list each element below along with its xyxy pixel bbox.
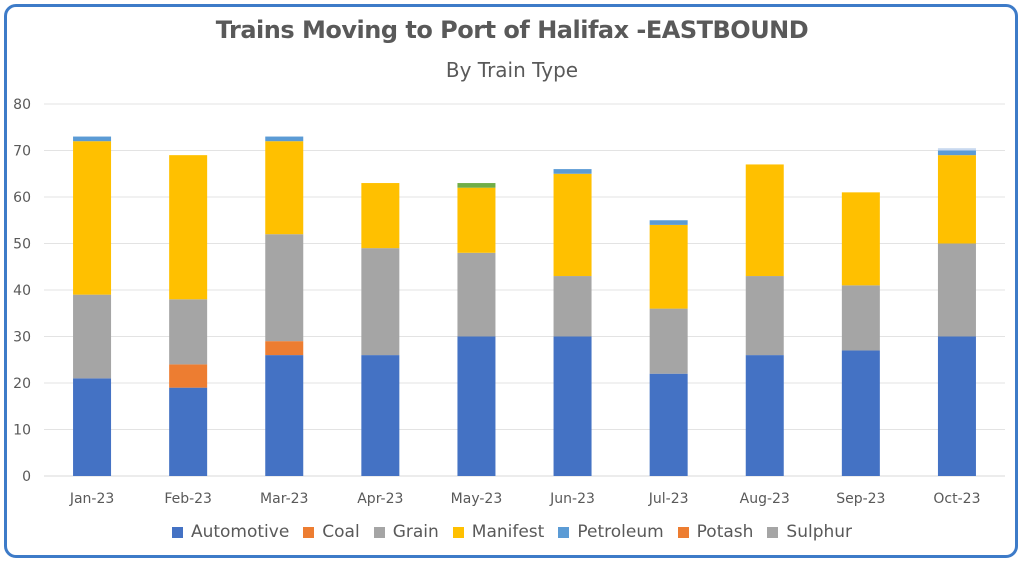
bar-segment	[745, 355, 784, 476]
bar-segment	[265, 136, 304, 142]
x-tick-label: Feb-23	[164, 491, 212, 507]
legend-item: Potash	[677, 522, 754, 542]
bar-segment	[73, 136, 112, 142]
legend-item: Grain	[373, 522, 439, 542]
bar-segment	[745, 164, 784, 277]
bar-segment	[361, 248, 400, 356]
bar-segment	[937, 243, 976, 337]
legend-label: Coal	[322, 522, 360, 542]
legend-label: Petroleum	[577, 522, 664, 542]
legend-swatch	[171, 526, 183, 538]
bar-segment	[169, 387, 208, 476]
y-tick-label: 50	[13, 237, 31, 253]
bar-segment	[553, 173, 592, 277]
bar-segment	[649, 224, 688, 309]
y-tick-label: 70	[13, 144, 31, 160]
bar-segment	[553, 169, 592, 174]
bar-series	[73, 136, 976, 476]
y-tick-label: 10	[13, 423, 31, 439]
y-tick-label: 0	[22, 469, 31, 485]
bar-segment	[73, 294, 112, 379]
chart-subtitle: By Train Type	[445, 58, 579, 82]
bar-segment	[457, 183, 496, 188]
bar-segment	[841, 192, 880, 286]
bar-segment	[265, 341, 304, 356]
x-tick-label: May-23	[451, 491, 503, 507]
bar-segment	[937, 336, 976, 476]
legend-item: Manifest	[452, 522, 545, 542]
x-tick-label: Mar-23	[260, 491, 308, 507]
bar-segment	[73, 378, 112, 476]
y-tick-label: 30	[13, 330, 31, 346]
legend-swatch	[452, 526, 464, 538]
bar-segment	[649, 373, 688, 476]
legend-swatch	[558, 526, 570, 538]
bar-segment	[265, 141, 304, 235]
bar-segment	[457, 252, 496, 337]
legend-label: Sulphur	[786, 522, 853, 542]
legend-swatch	[373, 526, 385, 538]
legend-swatch	[303, 526, 315, 538]
legend-item: Sulphur	[767, 522, 852, 542]
bar-segment	[169, 299, 208, 365]
legend-item: Automotive	[171, 522, 290, 542]
bar-segment	[649, 220, 688, 225]
y-tick-label: 40	[13, 283, 31, 299]
chart-title: Trains Moving to Port of Halifax -EASTBO…	[215, 16, 809, 44]
y-tick-label: 80	[13, 97, 31, 113]
y-tick-label: 20	[13, 376, 31, 392]
bar-segment	[937, 155, 976, 244]
x-tick-label: Jun-23	[549, 491, 595, 507]
legend-swatch	[677, 526, 689, 538]
legend-swatch	[767, 526, 779, 538]
bar-segment	[457, 187, 496, 253]
legend-label: Grain	[392, 522, 439, 542]
bar-segment	[457, 336, 496, 476]
y-axis-ticks: 0 10 20 30 40 50 60 70 80	[13, 97, 31, 485]
bar-segment	[745, 276, 784, 356]
legend-item: Coal	[303, 522, 360, 542]
bar-segment	[841, 350, 880, 476]
bar-segment	[841, 285, 880, 351]
legend-item: Petroleum	[558, 522, 664, 542]
bar-segment	[937, 150, 976, 156]
x-tick-label: Jan-23	[69, 491, 114, 507]
bar-segment	[265, 234, 304, 342]
legend: Automotive Coal Grain Manifest Petroleum Pota…	[0, 522, 1024, 543]
x-axis-ticks: Jan-23 Feb-23 Mar-23 Apr-23 May-23 Jun-23 Jul-…	[69, 491, 981, 507]
legend-label: Manifest	[471, 522, 545, 542]
x-tick-label: Oct-23	[933, 491, 980, 507]
x-tick-label: Sep-23	[836, 491, 885, 507]
x-tick-label: Apr-23	[357, 491, 403, 507]
bar-segment	[553, 336, 592, 476]
bar-segment	[73, 141, 112, 295]
bar-segment	[169, 364, 208, 388]
bar-segment	[937, 148, 976, 151]
y-tick-label: 60	[13, 190, 31, 206]
bar-segment	[265, 355, 304, 476]
bar-segment	[361, 355, 400, 476]
x-tick-label: Aug-23	[740, 491, 790, 507]
legend-label: Automotive	[190, 522, 290, 542]
bar-segment	[649, 308, 688, 374]
bar-segment	[169, 155, 208, 300]
legend-label: Potash	[696, 522, 754, 542]
bar-segment	[553, 276, 592, 337]
x-tick-label: Jul-23	[648, 491, 689, 507]
bar-segment	[361, 183, 400, 249]
